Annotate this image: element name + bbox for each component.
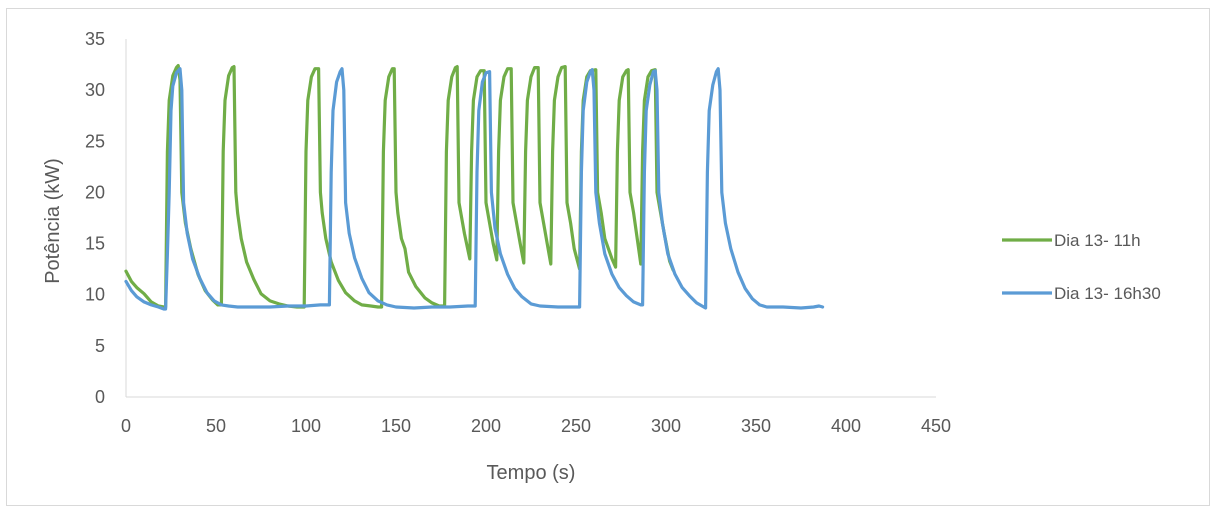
chart-svg: 0 5 10 15 20 25 30 35 0 50 100 150 200 250 300 350 400 4… — [42, 29, 1161, 484]
y-tick-label: 25 — [85, 131, 105, 151]
y-tick-label: 10 — [85, 285, 105, 305]
x-tick-label: 300 — [651, 416, 681, 436]
x-tick-label: 50 — [206, 416, 226, 436]
x-tick-label: 150 — [381, 416, 411, 436]
y-tick-label: 0 — [95, 387, 105, 407]
x-axis-ticks: 0 50 100 150 200 250 300 350 400 450 — [121, 416, 951, 436]
x-axis-title: Tempo (s) — [487, 462, 576, 484]
y-tick-label: 5 — [95, 336, 105, 356]
y-tick-label: 30 — [85, 80, 105, 100]
y-tick-label: 15 — [85, 234, 105, 254]
x-tick-label: 350 — [741, 416, 771, 436]
series-line-2 — [124, 67, 825, 311]
x-tick-label: 200 — [471, 416, 501, 436]
x-tick-label: 400 — [831, 416, 861, 436]
chart-frame: 0 5 10 15 20 25 30 35 0 50 100 150 200 250 300 350 400 4… — [6, 8, 1210, 506]
x-tick-label: 450 — [921, 416, 951, 436]
y-tick-label: 35 — [85, 29, 105, 49]
y-tick-label: 20 — [85, 182, 105, 202]
y-axis-title: Potência (kW) — [42, 158, 64, 284]
y-axis-ticks: 0 5 10 15 20 25 30 35 — [85, 29, 105, 407]
series-line-1 — [124, 63, 675, 309]
legend-label-2: Dia 13- 16h30 — [1054, 284, 1161, 303]
series-lines — [124, 63, 825, 311]
legend-label-1: Dia 13- 11h — [1054, 231, 1141, 250]
x-tick-label: 0 — [121, 416, 131, 436]
legend: Dia 13- 11h Dia 13- 16h30 — [1002, 231, 1161, 303]
x-tick-label: 250 — [561, 416, 591, 436]
x-tick-label: 100 — [291, 416, 321, 436]
